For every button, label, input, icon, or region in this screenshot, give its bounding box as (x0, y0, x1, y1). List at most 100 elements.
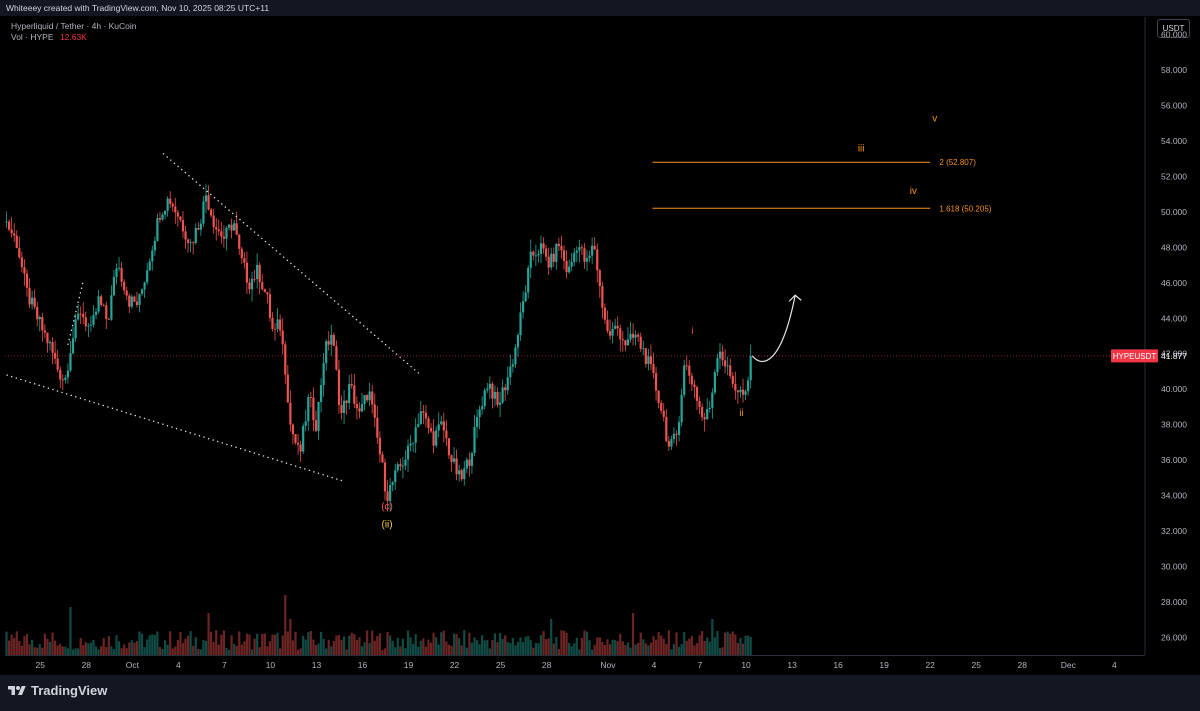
candle-body (115, 268, 118, 277)
volume-bar (435, 637, 438, 655)
volume-bar (614, 640, 617, 655)
candle-body (92, 315, 95, 325)
candle-body (212, 215, 215, 228)
volume-bar (314, 644, 318, 655)
volume-bar (107, 636, 110, 655)
volume-bar (212, 641, 215, 655)
volume-bar (135, 641, 139, 655)
candle-body (516, 335, 520, 348)
volume-bar (657, 632, 660, 655)
volume-bar (240, 644, 243, 655)
candle-body (634, 334, 637, 338)
time-tick-label: Oct (126, 660, 140, 670)
volume-bar (677, 646, 681, 655)
volume-bar (373, 640, 376, 655)
time-tick-label: 4 (1112, 660, 1117, 670)
candle-body (409, 443, 412, 446)
candle-body (404, 459, 407, 466)
volume-bar (15, 631, 18, 655)
volume-bar (350, 632, 353, 655)
volume-group (5, 595, 752, 655)
candle-body (105, 305, 108, 320)
candle-body (716, 358, 719, 373)
symbol-legend[interactable]: Hyperliquid / Tether · 4h · KuCoin (11, 21, 137, 31)
volume-bar (422, 638, 425, 655)
candle-body (319, 385, 323, 403)
candle-body (286, 374, 289, 403)
volume-bar (378, 633, 381, 655)
candle-body (36, 306, 39, 320)
candle-body (606, 319, 609, 332)
candle-body (680, 394, 683, 423)
candle-body (133, 296, 136, 302)
volume-bar (176, 640, 179, 655)
volume-bar (25, 634, 29, 655)
candle-body (112, 276, 116, 296)
time-tick-label: 4 (652, 660, 657, 670)
volume-bar (207, 613, 210, 655)
volume-bar (394, 647, 397, 655)
candle-body (647, 356, 650, 364)
volume-bar (465, 647, 468, 655)
candle-body (435, 430, 438, 446)
volume-bar (542, 631, 545, 655)
volume-bar (539, 635, 543, 655)
volume-bar (256, 633, 259, 655)
volume-bar (77, 648, 80, 655)
candle-body (654, 373, 658, 391)
tradingview-logo[interactable]: TradingView (8, 683, 107, 698)
candle-body (570, 261, 573, 267)
volume-bar (488, 648, 491, 655)
volume-bar (10, 634, 13, 655)
candle-body (13, 233, 16, 236)
volume-bar (227, 649, 231, 655)
volume-bar (511, 637, 514, 655)
candle-body (163, 210, 167, 215)
candle-body (291, 424, 295, 435)
volume-bar (414, 634, 417, 655)
candle-body (611, 328, 614, 336)
projection-arrow-head (788, 294, 802, 302)
candle-body (279, 319, 282, 331)
candle-body (46, 332, 49, 344)
volume-bar (683, 632, 686, 655)
price-tick-label: 40.000 (1161, 384, 1187, 394)
candle-body (529, 251, 532, 268)
candle-body (399, 464, 402, 467)
price-tick-label: 38.000 (1161, 420, 1187, 430)
volume-bar (376, 635, 379, 655)
candle-body (593, 245, 596, 250)
volume-bar (71, 649, 75, 655)
volume-bar (639, 632, 642, 655)
volume-bar (473, 637, 476, 655)
volume-bar (545, 639, 548, 655)
price-tick-label: 50.000 (1161, 207, 1187, 217)
volume-legend[interactable]: Vol · HYPE 12.63K (11, 32, 87, 42)
candle-body (54, 352, 57, 359)
tradingview-logo-icon (8, 685, 26, 695)
candle-body (140, 289, 144, 294)
volume-bar (7, 640, 11, 655)
volume-bar (718, 648, 722, 655)
candle-body (534, 255, 537, 257)
volume-bar (143, 647, 146, 655)
candle-body (493, 391, 497, 399)
candle-body (739, 389, 742, 393)
volume-bar (23, 636, 26, 655)
volume-bar (665, 643, 668, 655)
candle-body (445, 430, 448, 439)
volume-bar (731, 631, 734, 655)
volume-bar (222, 630, 225, 655)
candle-body (271, 317, 274, 329)
candle-body (138, 293, 141, 306)
volume-bar (59, 643, 62, 655)
candle-body (519, 312, 522, 336)
volume-bar (238, 631, 241, 655)
candle-body (550, 253, 553, 268)
candle-body (158, 218, 162, 220)
volume-bar (105, 646, 108, 655)
currency-button[interactable]: USDT (1157, 19, 1190, 38)
price-chart[interactable]: 60.000 58.000 56.000 54.000 52.000 50.000 48.0… (0, 0, 1200, 675)
volume-bar (215, 630, 218, 655)
candle-body (417, 424, 420, 428)
